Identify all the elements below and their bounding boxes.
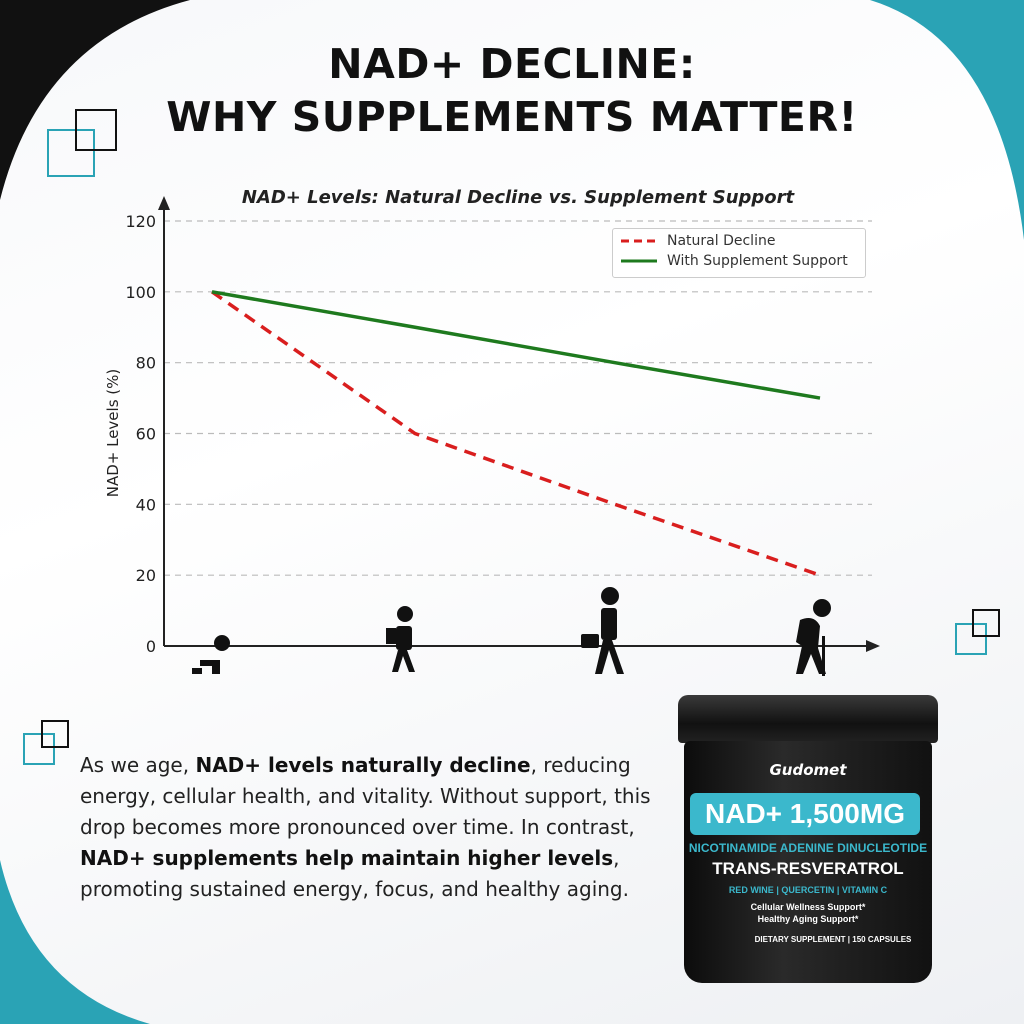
desc-bold: NAD+ levels naturally decline — [195, 753, 531, 777]
y-tick-label: 100 — [125, 283, 156, 302]
adult-with-briefcase-icon — [581, 587, 624, 674]
product-claim: Healthy Aging Support* — [757, 914, 859, 924]
x-axis-arrow-icon — [866, 640, 880, 652]
chart-title: NAD+ Levels: Natural Decline vs. Supplem… — [241, 187, 795, 208]
y-axis-arrow-icon — [158, 196, 170, 210]
jar-label: Gudomet NAD+ 1,500MG NICOTINAMIDE ADENIN… — [684, 741, 932, 983]
product-claim: Cellular Wellness Support* — [750, 902, 866, 912]
chart-legend: Natural Decline With Supplement Support — [612, 228, 866, 278]
legend-label: Natural Decline — [667, 233, 776, 249]
deco-squares-icon — [23, 109, 1000, 765]
product-extras: RED WINE | QUERCETIN | VITAMIN C — [728, 885, 888, 895]
desc-part: , promoting sustained energy, focus, and… — [80, 846, 629, 901]
y-tick-label: 120 — [125, 212, 156, 231]
legend-item-natural-decline: Natural Decline — [621, 233, 775, 249]
jar-lid — [678, 695, 938, 743]
series-line-1 — [211, 290, 821, 400]
brand-logo: Gudomet — [769, 761, 847, 779]
y-tick-label: 60 — [136, 425, 156, 444]
baby-crawling-icon — [192, 635, 230, 674]
series-line-0 — [210, 290, 821, 577]
headline-line-2: WHY SUPPLEMENTS MATTER! — [166, 93, 858, 141]
corner-teal-bottom — [0, 860, 150, 1024]
desc-part: , reducing energy, cellular health, and … — [80, 753, 651, 839]
elderly-with-cane-icon — [796, 599, 831, 676]
product-dose: NAD+ 1,500MG — [690, 793, 920, 835]
y-tick-label: 80 — [136, 354, 156, 373]
product-secondary: TRANS-RESVERATROL — [712, 859, 904, 878]
corner-black — [0, 0, 190, 200]
corner-teal-top — [870, 0, 1024, 240]
description-text: As we age, NAD+ levels naturally decline… — [80, 750, 660, 905]
legend-item-with-supplement: With Supplement Support — [621, 253, 848, 269]
product-ingredient: NICOTINAMIDE ADENINE DINUCLEOTIDE — [688, 841, 928, 855]
desc-part: As we age, — [80, 753, 196, 777]
headline-line-1: NAD+ DECLINE: — [328, 40, 696, 88]
product-footer: DIETARY SUPPLEMENT | 150 CAPSULES — [754, 935, 912, 944]
y-axis-label: NAD+ Levels (%) — [104, 369, 122, 498]
y-tick-label: 40 — [136, 495, 156, 514]
y-tick-label: 20 — [136, 566, 156, 585]
y-tick-label: 0 — [146, 637, 156, 656]
product-jar-image: Gudomet NAD+ 1,500MG NICOTINAMIDE ADENIN… — [678, 695, 938, 985]
desc-bold: NAD+ supplements help maintain higher le… — [80, 846, 614, 870]
child-with-backpack-icon — [386, 606, 415, 672]
legend-label: With Supplement Support — [667, 253, 848, 269]
headline: NAD+ DECLINE: WHY SUPPLEMENTS MATTER! — [0, 38, 1024, 144]
